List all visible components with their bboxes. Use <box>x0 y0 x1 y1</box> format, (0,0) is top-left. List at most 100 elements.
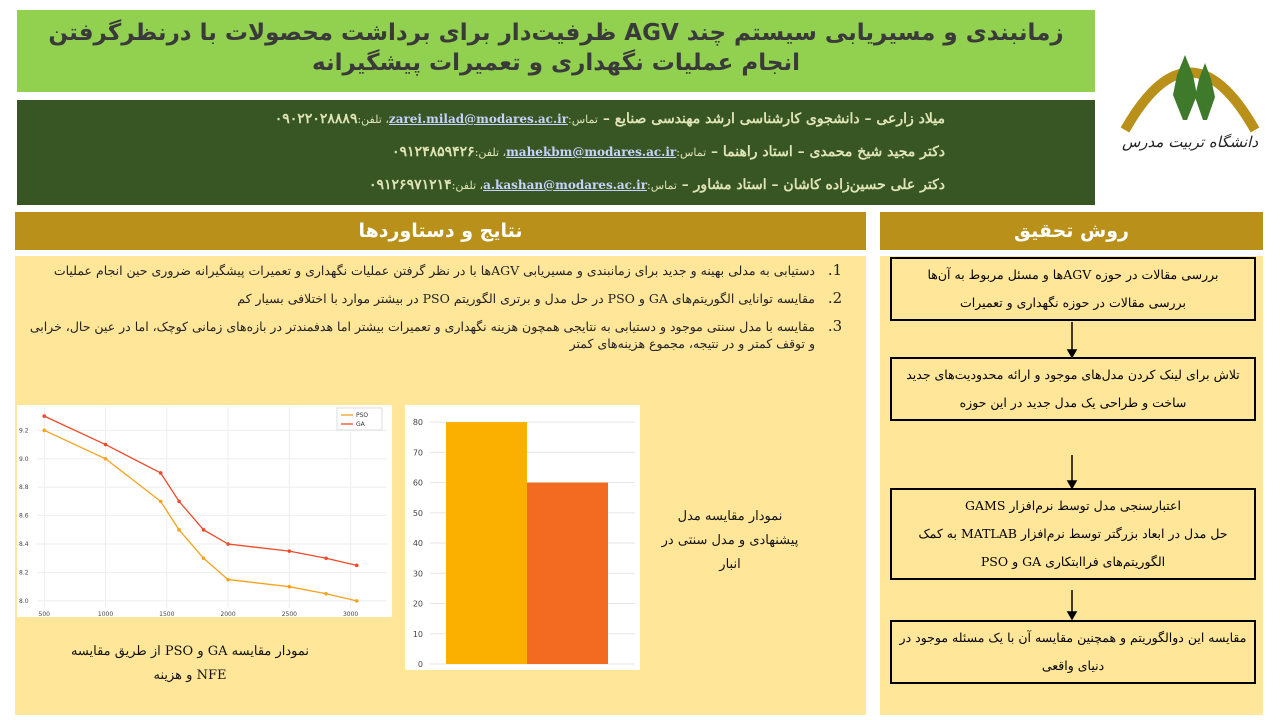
point <box>177 528 181 532</box>
item-text: دستیابی به مدلی بهینه و جدید برای زمانبن… <box>53 263 815 278</box>
results-list: 1. دستیابی به مدلی بهینه و جدید برای زمان… <box>25 262 855 363</box>
point <box>226 577 230 582</box>
email: zarei.milad@modares.ac.ir <box>388 112 569 126</box>
y-tick-label: 9.0 <box>19 456 29 463</box>
y-tick-label: 8.4 <box>19 541 29 548</box>
point <box>201 556 206 561</box>
point <box>354 563 359 568</box>
result-item: 3. مقایسه با مدل سنتی موجود و دستیابی به … <box>25 318 855 352</box>
legend-label: GA <box>356 421 366 428</box>
arrowhead <box>1066 480 1078 490</box>
author-line: میلاد زارعی – دانشجوی کارشناسی ارشد مهند… <box>27 104 945 137</box>
contact-label: تماس: <box>647 179 677 192</box>
contact-label: تماس: <box>568 113 598 126</box>
point <box>177 499 181 504</box>
logo-tree <box>1173 55 1197 120</box>
point <box>324 591 328 596</box>
section-heading: نتایج و دستاوردها <box>15 212 866 250</box>
y-tick-label: 30 <box>413 569 423 578</box>
point <box>354 599 359 603</box>
method-step: تلاش برای لینک کردن مدل‌های موجود و ارائ… <box>890 357 1256 421</box>
phone: ۰۹۱۲۶۹۷۱۲۱۴ <box>368 177 452 193</box>
bar <box>446 422 527 664</box>
method-step: مقایسه این دوالگوریتم و همچنین مقایسه آن… <box>890 620 1256 684</box>
y-tick-label: 0 <box>418 660 423 669</box>
y-tick-label: 8.8 <box>19 484 29 491</box>
item-marker: 1. <box>827 261 843 279</box>
point <box>287 584 292 589</box>
logo: دانشگاه تربیت مدرس <box>1120 55 1260 151</box>
point <box>287 549 292 553</box>
point <box>103 456 108 461</box>
legend-label: PSO <box>356 412 368 419</box>
chart-caption: نمودار مقایسه مدل پیشنهادی و مدل سنتی در… <box>661 509 799 572</box>
line <box>43 415 357 566</box>
bar-chart: 0 10 20 30 40 50 60 70 80 <box>405 405 640 670</box>
point <box>42 428 47 433</box>
item-text: مقایسه با مدل سنتی موجود و دستیابی به نت… <box>29 319 815 351</box>
y-tick-label: 8.6 <box>19 513 29 520</box>
y-tick-label: 9.2 <box>19 427 29 434</box>
step-line: تلاش برای لینک کردن مدل‌های موجود و ارائ… <box>906 367 1240 382</box>
method-step: اعتبارسنجی مدل توسط نرم‌افزار GAMS حل مدل… <box>890 488 1256 580</box>
author-name: دکتر مجید شیخ محمدی – استاد راهنما – <box>711 144 945 160</box>
point <box>42 414 47 418</box>
y-tick-label: 60 <box>413 479 423 488</box>
x-tick-label: 1000 <box>98 611 113 617</box>
phone: ۰۹۰۲۲۰۲۸۸۸۹ <box>274 111 358 127</box>
y-tick-label: 8.0 <box>19 598 29 605</box>
y-tick-label: 10 <box>413 630 423 639</box>
phone-label: ، تلفن: <box>357 113 389 126</box>
result-item: 1. دستیابی به مدلی بهینه و جدید برای زمان… <box>25 262 855 279</box>
item-marker: 3. <box>827 317 843 335</box>
phone-label: ، تلفن: <box>474 146 507 159</box>
method-step: بررسی مقالات در حوزه AGVها و مسئل مربوط … <box>890 257 1256 321</box>
y-tick-label: 70 <box>413 448 423 457</box>
bar <box>527 482 608 664</box>
x-tick-label: 500 <box>39 611 51 617</box>
x-tick-label: 1500 <box>159 611 174 617</box>
x-tick-label: 2000 <box>220 611 235 617</box>
author-line: دکتر مجید شیخ محمدی – استاد راهنما – تما… <box>27 137 945 170</box>
phone-label: ، تلفن: <box>451 179 484 192</box>
title: زمانبندی و مسیریابی سیستم چند AGV ظرفیت‌… <box>17 10 1095 92</box>
y-tick-label: 8.2 <box>19 569 29 576</box>
logo-text: دانشگاه تربیت مدرس <box>1122 133 1258 151</box>
y-tick-label: 50 <box>413 509 423 518</box>
step-line: اعتبارسنجی مدل توسط نرم‌افزار GAMS <box>965 498 1181 513</box>
item-marker: 2. <box>827 289 843 307</box>
y-tick-label: 40 <box>413 539 423 548</box>
email: mahekbm@modares.ac.ir <box>506 145 677 159</box>
x-tick-label: 2500 <box>282 611 297 617</box>
author-line: دکتر علی حسین‌زاده کاشان – استاد مشاور –… <box>27 170 945 203</box>
section-heading: روش تحقیق <box>880 212 1263 250</box>
item-text: مقایسه توانایی الگوریتم‌های GA و PSO در … <box>237 291 815 306</box>
point <box>226 542 230 546</box>
authors: میلاد زارعی – دانشجوی کارشناسی ارشد مهند… <box>17 100 1095 205</box>
line-chart: 8.0 8.2 8.4 8.6 8.8 9.0 9.2 500 1000 1500 2000 2500… <box>17 405 392 617</box>
point <box>158 499 163 504</box>
point <box>103 442 108 447</box>
step-line: مقایسه این دوالگوریتم و همچنین مقایسه آن… <box>899 630 1247 673</box>
email: a.kashan@modares.ac.ir <box>483 178 648 192</box>
author-name: دکتر علی حسین‌زاده کاشان – استاد مشاور – <box>681 177 945 193</box>
step-line: حل مدل در ابعاد بزرگتر توسط نرم‌افزار MA… <box>918 526 1228 569</box>
point <box>158 471 163 475</box>
step-line: بررسی مقالات در حوزه نگهداری و تعمیرات <box>960 295 1186 310</box>
phone: ۰۹۱۲۴۸۵۹۴۲۶ <box>391 144 475 160</box>
author-name: میلاد زارعی – دانشجوی کارشناسی ارشد مهند… <box>602 111 945 127</box>
point <box>324 556 328 561</box>
x-tick-label: 3000 <box>343 611 358 617</box>
y-tick-label: 20 <box>413 600 423 609</box>
flow-arrows <box>1066 322 1078 620</box>
step-line: ساخت و طراحی یک مدل جدید در این حوزه <box>959 395 1187 410</box>
chart-caption: نمودار مقایسه GA و PSO از طریق مقایسه NF… <box>70 644 310 683</box>
y-tick-label: 80 <box>413 418 423 427</box>
contact-label: تماس: <box>676 146 707 159</box>
arrowhead <box>1066 349 1078 359</box>
point <box>201 528 206 532</box>
arrowhead <box>1066 611 1078 620</box>
step-line: بررسی مقالات در حوزه AGVها و مسئل مربوط … <box>927 267 1219 282</box>
logo-tree <box>1195 63 1215 120</box>
